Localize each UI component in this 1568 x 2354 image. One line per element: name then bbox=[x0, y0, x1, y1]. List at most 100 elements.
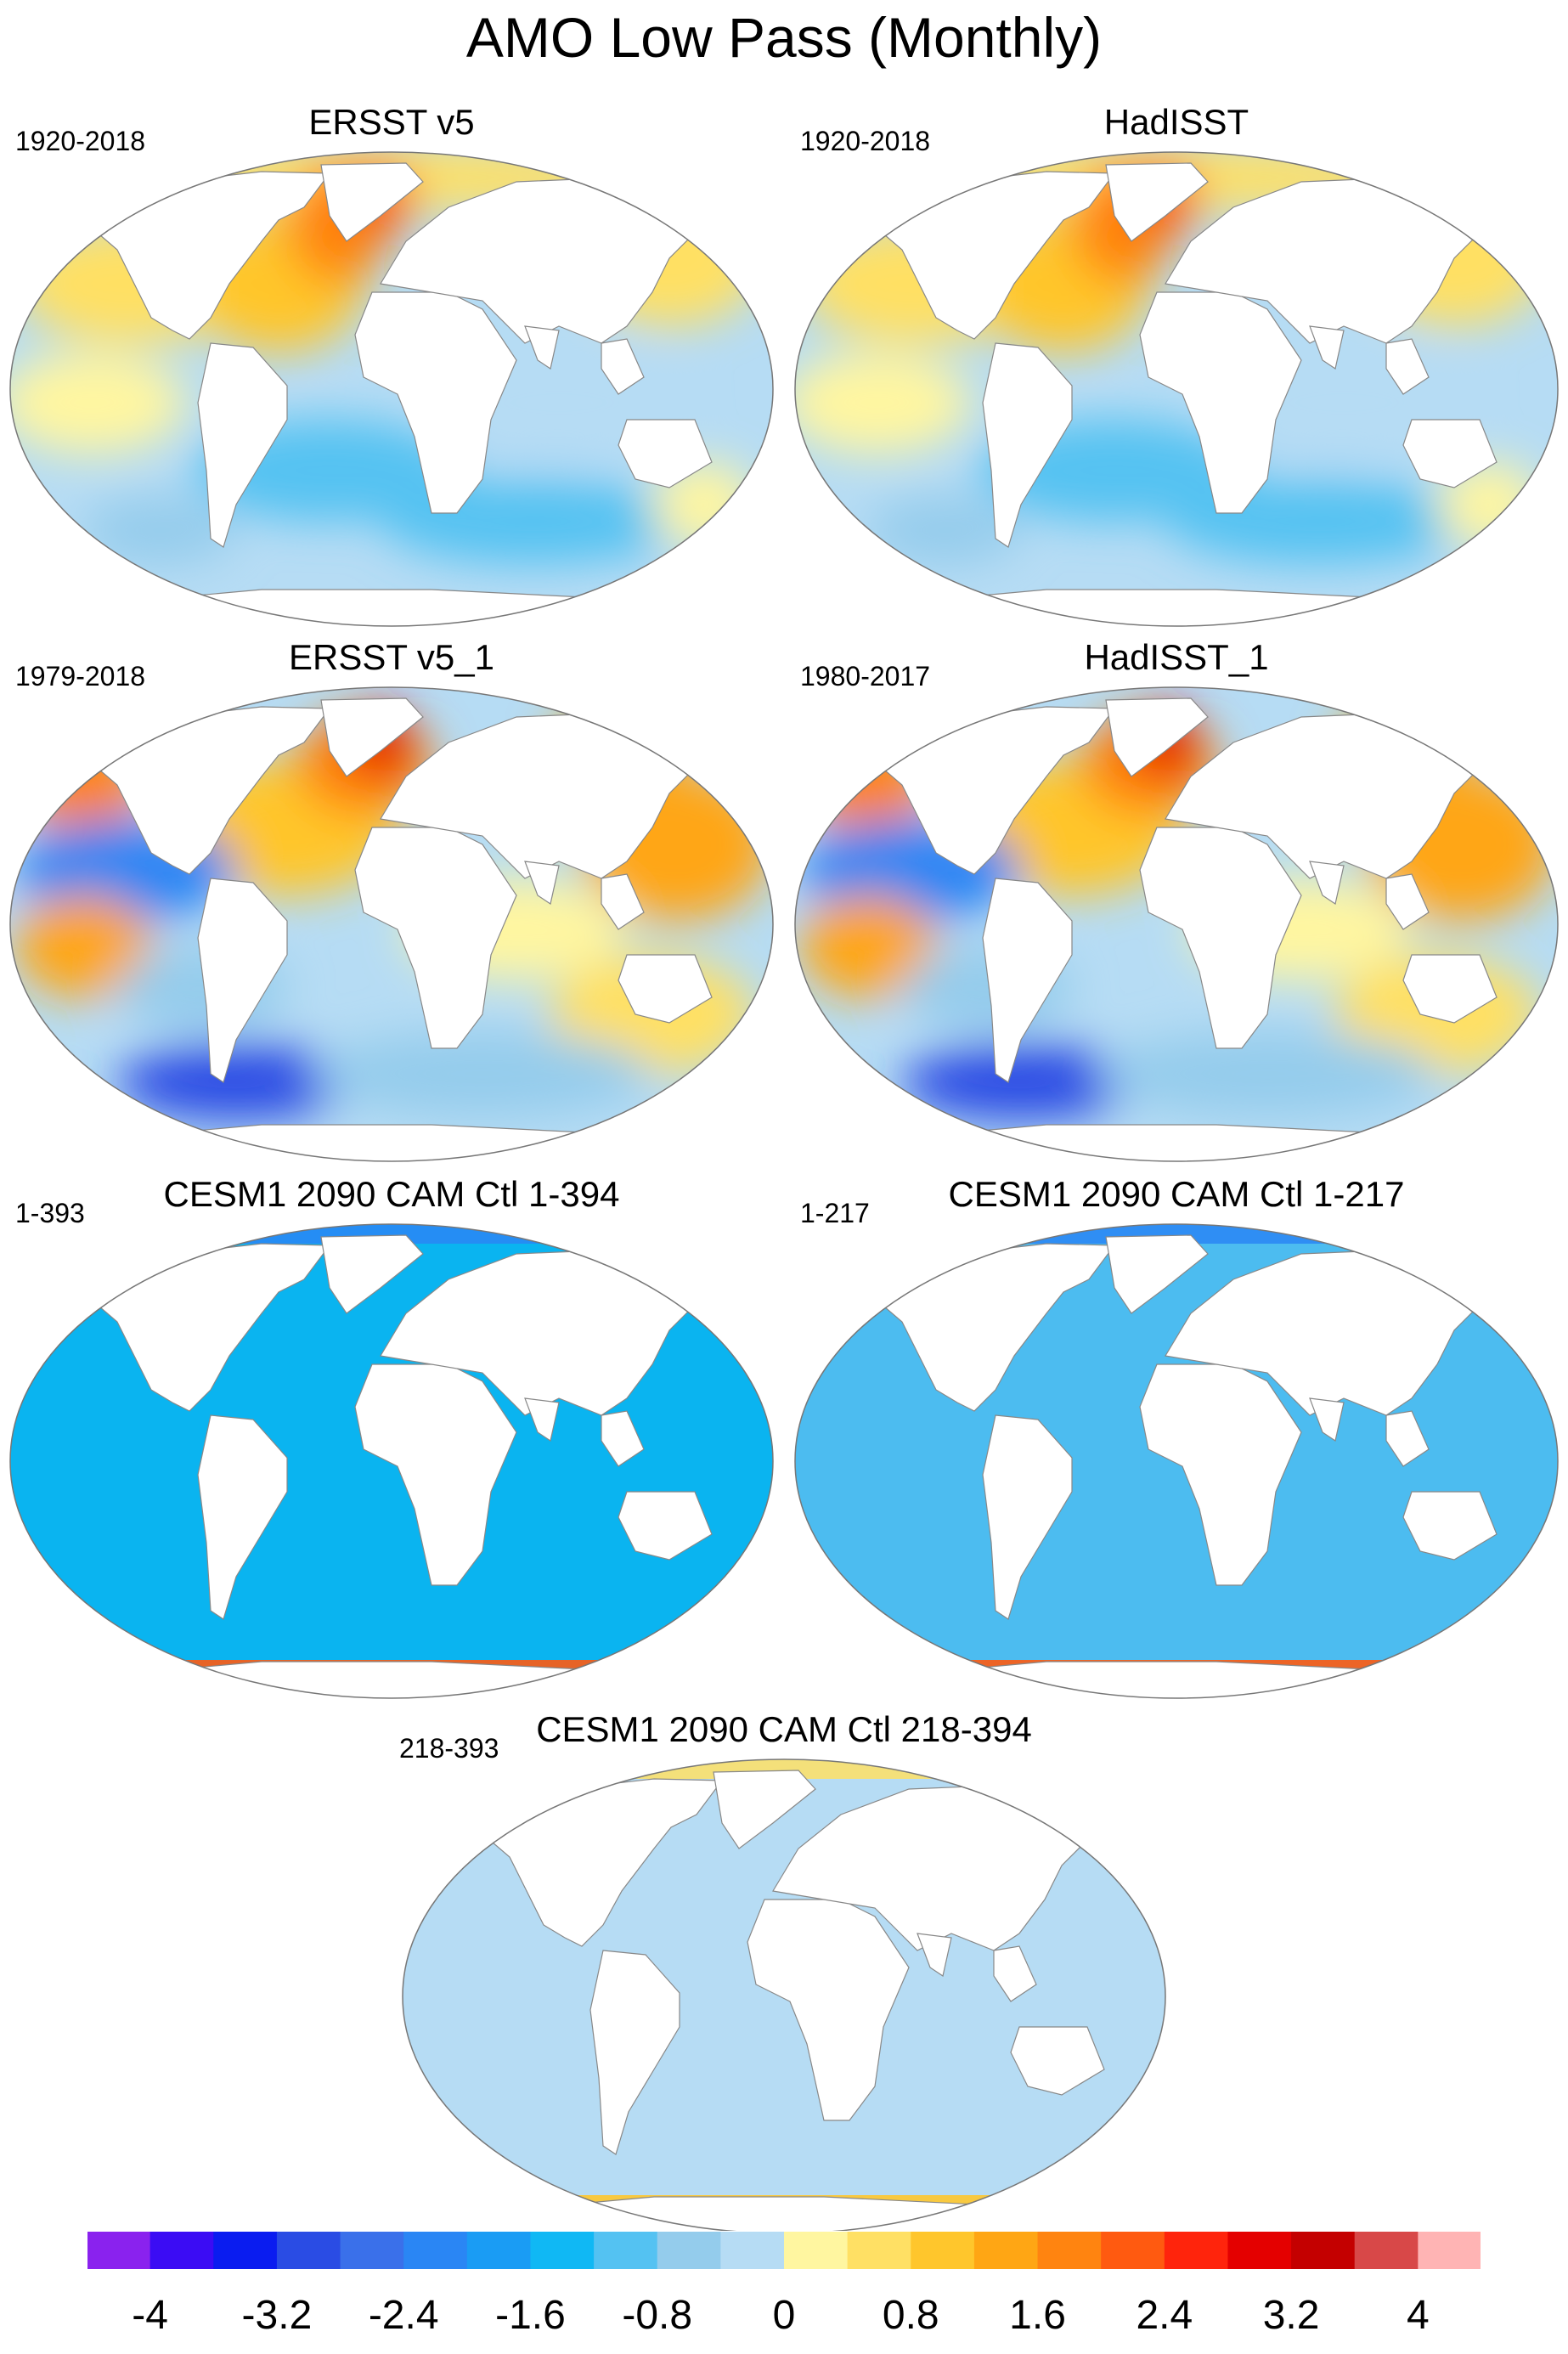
panel-title: HadISST_1 bbox=[1084, 637, 1269, 677]
world-map bbox=[794, 686, 1559, 1162]
landmass-greenland bbox=[1105, 162, 1209, 242]
landmass-southAmerica bbox=[982, 342, 1073, 548]
landmass-africa bbox=[1139, 1363, 1302, 1586]
ocean-field bbox=[795, 152, 1558, 626]
landmass-eurasia bbox=[380, 712, 704, 879]
colorbar-swatch bbox=[1291, 2231, 1356, 2270]
colorbar-tick-label: 1.6 bbox=[1009, 2293, 1066, 2338]
landmass-greenland bbox=[713, 1770, 816, 1849]
panel-period: 218-393 bbox=[399, 1733, 499, 1764]
colorbar-tick-label: -3.2 bbox=[241, 2293, 313, 2338]
landmass-greenland bbox=[1105, 697, 1209, 777]
colorbar-tick-label: 4 bbox=[1407, 2293, 1430, 2338]
landmass-india bbox=[917, 1933, 952, 1977]
landmass-india bbox=[524, 1397, 560, 1442]
landmass-southAmerica bbox=[197, 1414, 288, 1620]
landmass-australia bbox=[1402, 419, 1497, 488]
colorbar-tick-label: -0.8 bbox=[622, 2293, 693, 2338]
world-map bbox=[402, 1758, 1166, 2234]
map-boundary bbox=[9, 1223, 774, 1699]
map-boundary bbox=[794, 686, 1559, 1162]
map-boundary bbox=[794, 151, 1559, 627]
map-boundary bbox=[9, 151, 774, 627]
colorbar-swatch bbox=[87, 2231, 151, 2270]
colorbar-swatch bbox=[1164, 2231, 1228, 2270]
colorbar-swatch bbox=[594, 2231, 658, 2270]
figure-title: AMO Low Pass (Monthly) bbox=[465, 6, 1103, 69]
colorbar-swatch bbox=[403, 2231, 468, 2270]
landmass-southAmerica bbox=[589, 1950, 680, 2155]
colorbar-tick-label: 3.2 bbox=[1262, 2293, 1320, 2338]
landmass-africa bbox=[354, 827, 517, 1049]
anomaly-blob bbox=[868, 496, 1021, 564]
colorbar-swatch bbox=[657, 2231, 721, 2270]
colorbar-tick-label: -4 bbox=[132, 2293, 168, 2338]
panel-title: CESM1 2090 CAM Ctl 218-394 bbox=[536, 1709, 1032, 1749]
panel-title: ERSST v5_1 bbox=[288, 637, 494, 677]
landmass-africa bbox=[1139, 291, 1302, 514]
anomaly-blob bbox=[800, 895, 936, 997]
colorbar-swatch bbox=[1354, 2231, 1419, 2270]
anomaly-blob bbox=[313, 1031, 652, 1116]
landmass-eurasia bbox=[772, 1784, 1097, 1951]
landmass-australia bbox=[1010, 2026, 1105, 2096]
colorbar-tick-label: 0 bbox=[772, 2293, 796, 2338]
landmass-australia bbox=[618, 954, 713, 1024]
panel-hadisst: HadISST 1920-2018 bbox=[792, 100, 1561, 644]
landmass-eurasia bbox=[380, 1249, 704, 1416]
colorbar bbox=[87, 2231, 1481, 2270]
world-map bbox=[9, 686, 774, 1162]
panel-title: ERSST v5 bbox=[308, 102, 475, 142]
landmass-australia bbox=[618, 1491, 713, 1561]
landmass-greenland bbox=[320, 1234, 424, 1314]
ocean-field bbox=[403, 1759, 1165, 2233]
panel-title: HadISST bbox=[1103, 102, 1249, 142]
landmass-eurasia bbox=[380, 177, 704, 344]
panel-hadisst-1: HadISST_1 1980-2017 bbox=[792, 635, 1561, 1179]
colorbar-swatch bbox=[340, 2231, 404, 2270]
landmass-antarctica bbox=[857, 1124, 1515, 1161]
ocean-field bbox=[10, 687, 773, 1161]
landmass-southAmerica bbox=[982, 878, 1073, 1083]
anomaly-blob bbox=[15, 895, 151, 997]
map-boundary bbox=[794, 1223, 1559, 1699]
colorbar-swatch bbox=[1227, 2231, 1292, 2270]
landmass-india bbox=[524, 861, 560, 905]
landmass-southAmerica bbox=[982, 1414, 1073, 1620]
anomaly-blob bbox=[1097, 1031, 1437, 1116]
landmass-africa bbox=[1139, 827, 1302, 1049]
landmass-seAsia bbox=[993, 1945, 1037, 2002]
colorbar-swatch bbox=[784, 2231, 849, 2270]
panel-period: 1-217 bbox=[800, 1198, 870, 1228]
colorbar-swatch bbox=[911, 2231, 975, 2270]
panel-title: CESM1 2090 CAM Ctl 1-394 bbox=[163, 1174, 620, 1214]
landmass-eurasia bbox=[1165, 177, 1489, 344]
landmass-antarctica bbox=[857, 1661, 1515, 1698]
panel-period: 1920-2018 bbox=[800, 126, 931, 156]
landmass-antarctica bbox=[857, 589, 1515, 626]
landmass-seAsia bbox=[601, 873, 645, 930]
colorbar-swatch bbox=[1101, 2231, 1165, 2270]
landmass-seAsia bbox=[1385, 338, 1430, 395]
landmass-greenland bbox=[1105, 1234, 1209, 1314]
anomaly-blob bbox=[117, 1044, 355, 1121]
ocean-field bbox=[795, 687, 1558, 1161]
landmass-australia bbox=[1402, 954, 1497, 1024]
anomaly-blob bbox=[902, 1044, 1140, 1121]
colorbar-swatch bbox=[213, 2231, 278, 2270]
anomaly-blob bbox=[795, 352, 970, 454]
world-map bbox=[9, 1223, 774, 1699]
colorbar-swatch bbox=[530, 2231, 595, 2270]
colorbar-swatch bbox=[276, 2231, 341, 2270]
landmass-australia bbox=[618, 419, 713, 488]
landmass-africa bbox=[354, 1363, 517, 1586]
panel-cesm-218-394: CESM1 2090 CAM Ctl 218-394 218-393 bbox=[399, 1708, 1169, 2251]
panel-period: 1-393 bbox=[15, 1198, 85, 1228]
landmass-antarctica bbox=[72, 1661, 730, 1698]
landmass-seAsia bbox=[1385, 873, 1430, 930]
landmass-southAmerica bbox=[197, 878, 288, 1083]
landmass-india bbox=[1309, 1397, 1345, 1442]
world-map bbox=[794, 151, 1559, 627]
ocean-field bbox=[10, 1224, 773, 1698]
anomaly-blob bbox=[10, 352, 185, 454]
